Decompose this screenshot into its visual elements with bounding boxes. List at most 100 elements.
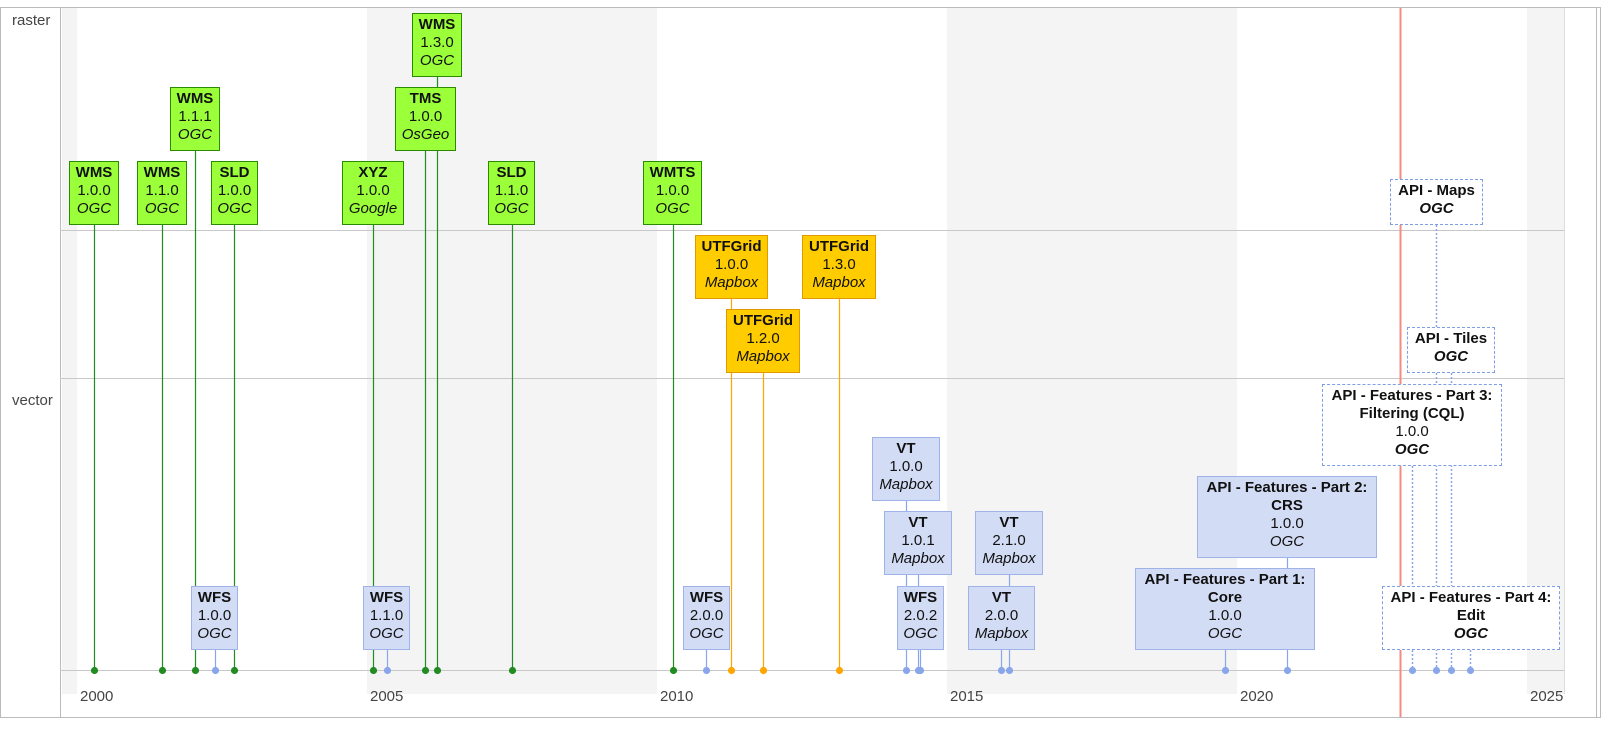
item-vt-210[interactable]: VT 2.1.0 Mapbox	[975, 511, 1043, 575]
dot-xyz-100	[369, 666, 378, 675]
item-version: 1.0.0	[408, 108, 443, 125]
item-wms-111[interactable]: WMS 1.1.1 OGC	[170, 87, 220, 151]
dot-wfs-202	[916, 666, 925, 675]
item-title: WFS	[903, 589, 938, 606]
item-title: WMS	[143, 164, 181, 181]
item-org: OGC	[1433, 348, 1469, 365]
item-org: OGC	[76, 200, 112, 217]
item-title: SLD	[496, 164, 527, 181]
item-apimaps[interactable]: API - Maps OGC	[1390, 179, 1483, 225]
item-title: WFS	[197, 589, 232, 606]
item-wfs-100[interactable]: WFS 1.0.0 OGC	[191, 586, 238, 650]
item-org: OsGeo	[401, 126, 450, 143]
dot-vt-100	[902, 666, 911, 675]
item-title: VT	[999, 514, 1019, 531]
item-org: OGC	[144, 200, 180, 217]
item-title: WMS	[418, 16, 456, 33]
item-utf-120[interactable]: UTFGrid 1.2.0 Mapbox	[726, 309, 800, 373]
item-title: UTFGrid	[733, 312, 793, 329]
year-label: 2025	[1530, 688, 1564, 705]
item-title: API - Features - Part 1: Core	[1144, 571, 1306, 606]
item-apif1[interactable]: API - Features - Part 1: Core 1.0.0 OGC	[1135, 568, 1315, 650]
item-version: 2.0.0	[984, 607, 1019, 624]
item-wfs-200[interactable]: WFS 2.0.0 OGC	[683, 586, 730, 650]
dot-apif3	[1408, 666, 1417, 675]
dot-wms-100	[90, 666, 99, 675]
dot-apimaps	[1432, 666, 1441, 675]
item-version: 1.0.0	[1208, 607, 1242, 624]
year-label: 2005	[370, 688, 404, 705]
item-org: Mapbox	[982, 550, 1036, 567]
item-title: UTFGrid	[701, 238, 762, 255]
item-wfs-202[interactable]: WFS 2.0.2 OGC	[897, 586, 944, 650]
item-title: VT	[896, 440, 916, 457]
item-wms-110[interactable]: WMS 1.1.0 OGC	[137, 161, 187, 225]
item-title: TMS	[409, 90, 442, 107]
item-org: OGC	[655, 200, 690, 217]
item-xyz-100[interactable]: XYZ 1.0.0 Google	[342, 161, 404, 225]
dot-wms-111	[191, 666, 200, 675]
item-org: OGC	[1453, 625, 1489, 642]
item-org: OGC	[689, 625, 724, 642]
item-wfs-110[interactable]: WFS 1.1.0 OGC	[363, 586, 410, 650]
item-title: API - Tiles	[1414, 330, 1488, 347]
item-utf-130[interactable]: UTFGrid 1.3.0 Mapbox	[802, 235, 876, 299]
item-apif2[interactable]: API - Features - Part 2: CRS 1.0.0 OGC	[1197, 476, 1377, 558]
item-version: 1.0.0	[77, 182, 111, 199]
item-version: 1.2.0	[746, 330, 780, 347]
item-wms-100[interactable]: WMS 1.0.0 OGC	[69, 161, 119, 225]
item-org: Mapbox	[974, 625, 1029, 642]
lane-label-raster: raster	[12, 12, 51, 29]
item-org: Mapbox	[891, 550, 945, 567]
dot-wms-110	[158, 666, 167, 675]
dot-wms-130	[433, 666, 442, 675]
item-title: WFS	[689, 589, 724, 606]
dot-apif1	[1221, 666, 1230, 675]
item-org: OGC	[494, 200, 529, 217]
item-wms-130[interactable]: WMS 1.3.0 OGC	[412, 13, 462, 77]
dot-tms-100	[421, 666, 430, 675]
year-label: 2010	[660, 688, 694, 705]
item-org: OGC	[1394, 441, 1430, 458]
item-title: VT	[991, 589, 1012, 606]
item-sld-100[interactable]: SLD 1.0.0 OGC	[211, 161, 258, 225]
item-version: 1.0.0	[217, 182, 252, 199]
item-sld-110[interactable]: SLD 1.1.0 OGC	[488, 161, 535, 225]
item-version: 1.0.0	[1395, 423, 1429, 440]
item-tms-100[interactable]: TMS 1.0.0 OsGeo	[395, 87, 456, 151]
item-title: WMTS	[649, 164, 696, 181]
item-org: OGC	[217, 200, 252, 217]
dot-sld-110	[508, 666, 517, 675]
item-version: 1.1.0	[369, 607, 404, 624]
item-vt-100[interactable]: VT 1.0.0 Mapbox	[872, 437, 940, 501]
lane-label-vector: vector	[12, 392, 53, 409]
item-wmts-100[interactable]: WMTS 1.0.0 OGC	[643, 161, 702, 225]
item-org: OGC	[197, 625, 232, 642]
item-vt-200[interactable]: VT 2.0.0 Mapbox	[968, 586, 1035, 650]
item-utf-100[interactable]: UTFGrid 1.0.0 Mapbox	[695, 235, 768, 299]
item-org: OGC	[177, 126, 213, 143]
item-org: OGC	[1419, 200, 1454, 217]
item-version: 1.0.0	[1270, 515, 1304, 532]
item-title: API - Features - Part 3: Filtering (CQL)	[1331, 387, 1493, 422]
item-org: Mapbox	[704, 274, 759, 291]
item-apitiles[interactable]: API - Tiles OGC	[1407, 327, 1495, 373]
item-title: API - Maps	[1398, 182, 1475, 199]
item-version: 1.3.0	[822, 256, 856, 273]
item-title: API - Features - Part 4: Edit	[1390, 589, 1552, 624]
item-org: OGC	[369, 625, 404, 642]
band-edge	[62, 8, 77, 694]
item-org: Mapbox	[736, 348, 790, 365]
item-title: VT	[908, 514, 928, 531]
item-version: 2.0.2	[903, 607, 938, 624]
item-vt-101[interactable]: VT 1.0.1 Mapbox	[884, 511, 952, 575]
item-apif4[interactable]: API - Features - Part 4: Edit OGC	[1382, 586, 1560, 650]
year-label: 2015	[950, 688, 984, 705]
item-apif3[interactable]: API - Features - Part 3: Filtering (CQL)…	[1322, 384, 1502, 466]
dot-wfs-200	[702, 666, 711, 675]
item-org: OGC	[1207, 625, 1243, 642]
dot-wfs-100	[211, 666, 220, 675]
item-title: WFS	[369, 589, 404, 606]
